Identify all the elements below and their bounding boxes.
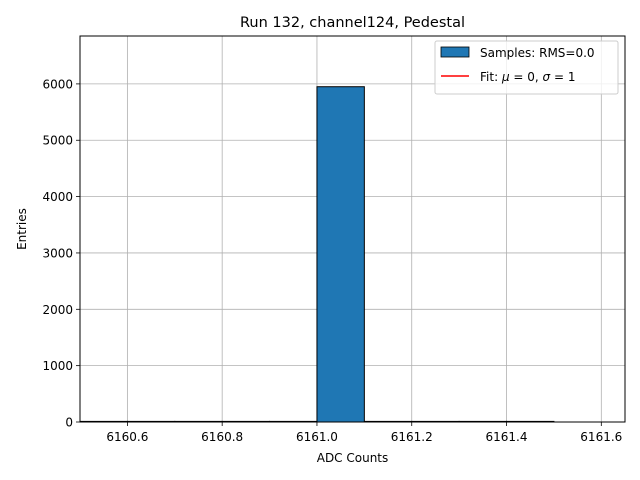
y-axis-label: Entries — [15, 208, 29, 250]
legend-fit-prefix: Fit: — [480, 70, 502, 84]
y-tick-label: 0 — [65, 416, 73, 430]
legend: Samples: RMS=0.0 Fit: μ = 0, σ = 1 — [434, 40, 619, 95]
legend-fit-suffix: = 1 — [550, 70, 575, 84]
legend-samples-label: Samples: RMS=0.0 — [480, 46, 595, 60]
histogram-bar — [316, 86, 365, 423]
legend-fit-label: Fit: μ = 0, σ = 1 — [480, 70, 575, 84]
legend-samples-swatch — [440, 46, 470, 58]
y-tick-label: 5000 — [42, 134, 73, 148]
legend-fit-mid: = 0, — [510, 70, 543, 84]
x-axis-label: ADC Counts — [317, 451, 389, 465]
y-tick-label: 3000 — [42, 246, 73, 260]
x-tick-label: 6161.0 — [296, 430, 338, 444]
histogram-bars — [79, 86, 555, 423]
y-tick-label: 1000 — [42, 359, 73, 373]
legend-fit-mu: μ — [501, 70, 510, 84]
y-tick-label: 2000 — [42, 303, 73, 317]
y-tick-label: 6000 — [42, 77, 73, 91]
chart-title: Run 132, channel124, Pedestal — [240, 15, 465, 31]
y-axis-ticks: 0 1000 2000 3000 4000 5000 6000 — [42, 77, 80, 430]
legend-fit-sigma: σ — [543, 70, 551, 84]
x-tick-label: 6160.8 — [201, 430, 243, 444]
x-axis-ticks: 6160.6 6160.8 6161.0 6161.2 6161.4 6161.6 — [106, 422, 622, 444]
plot-frame — [79, 35, 626, 423]
x-tick-label: 6161.4 — [486, 430, 528, 444]
legend-box — [434, 40, 619, 95]
x-tick-label: 6160.6 — [106, 430, 148, 444]
x-tick-label: 6161.6 — [580, 430, 622, 444]
x-tick-label: 6161.2 — [391, 430, 433, 444]
y-tick-label: 4000 — [42, 190, 73, 204]
